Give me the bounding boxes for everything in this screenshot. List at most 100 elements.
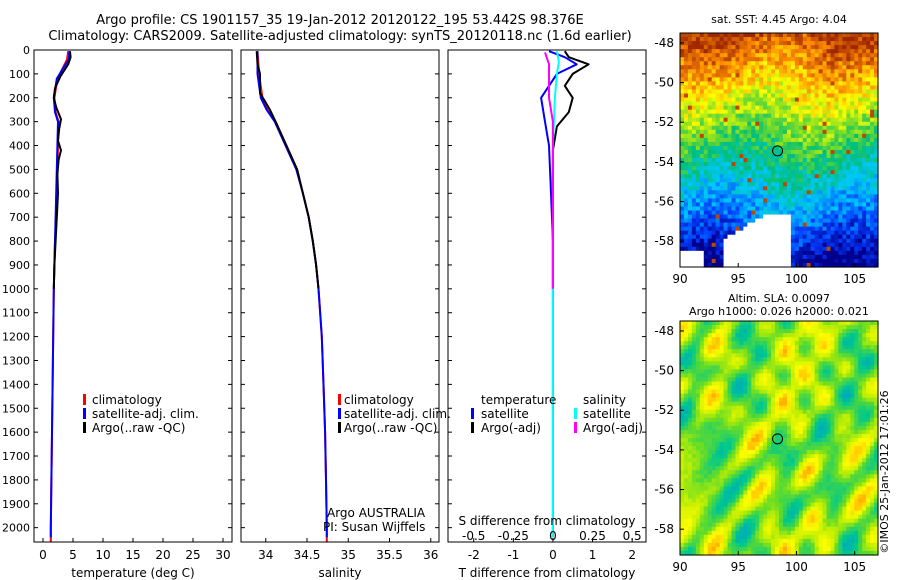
map-cell (735, 373, 740, 379)
map-cell (683, 357, 689, 362)
map-cell (771, 349, 776, 354)
map-cell (838, 389, 843, 395)
map-cell (719, 385, 725, 391)
map-cell (806, 401, 812, 407)
map-cell (703, 246, 709, 252)
map-cell (810, 381, 816, 387)
map-cell (687, 321, 693, 326)
map-cell (870, 81, 875, 87)
map-cell (822, 321, 828, 326)
map-cell (711, 409, 717, 415)
map-cell (782, 202, 788, 208)
map-cell (870, 113, 875, 119)
map-cell (763, 158, 768, 163)
map-cell (743, 442, 748, 447)
map-cell (747, 125, 752, 131)
map-cell (767, 446, 772, 451)
map-cell (759, 353, 764, 358)
map-cell (806, 170, 812, 175)
map-cell (731, 129, 737, 135)
map-cell (691, 234, 697, 240)
map-cell (858, 250, 863, 256)
map-cell (790, 226, 796, 232)
difference-series (540, 50, 590, 538)
map-cell (763, 393, 768, 399)
map-cell (711, 442, 717, 447)
map-cell (751, 454, 756, 459)
map-cell (782, 190, 788, 195)
map-cell (862, 389, 867, 395)
map-cell (862, 258, 867, 264)
map-cell (798, 238, 804, 244)
map-cell (747, 429, 752, 435)
map-cell (743, 341, 748, 346)
map-cell (874, 166, 879, 171)
map-cell (779, 137, 784, 143)
map-cell (731, 206, 737, 212)
map-cell (826, 105, 832, 111)
map-cell (874, 345, 879, 350)
map-cell (743, 446, 748, 451)
map-cell (775, 446, 780, 451)
legend-swatch-satellite (83, 408, 86, 419)
map-cell (782, 401, 788, 407)
map-cell (798, 425, 804, 431)
depth-tick-label: 400 (9, 140, 30, 153)
map-cell (834, 141, 839, 147)
map-cell (802, 361, 808, 366)
map-cell (739, 369, 744, 375)
map-cell (850, 357, 855, 362)
map-cell (802, 186, 808, 191)
map-cell (786, 105, 792, 111)
map-cell (747, 454, 752, 459)
map-cell (834, 262, 839, 268)
x-tick-label: 30 (215, 548, 230, 562)
map-cell (695, 409, 701, 415)
map-cell (747, 202, 752, 208)
map-cell (866, 413, 871, 419)
map-cell (739, 450, 744, 455)
map-cell (751, 389, 756, 395)
map-cell (707, 37, 713, 42)
map-cell (747, 158, 752, 163)
map-cell (874, 186, 879, 191)
map-cell (723, 373, 729, 379)
map-cell (846, 250, 851, 256)
map-cell (786, 49, 792, 54)
map-cell (707, 129, 713, 135)
map-cell (818, 349, 824, 354)
map-cell (834, 101, 839, 107)
map-cell (806, 242, 812, 248)
map-cell (818, 97, 824, 103)
map-cell (790, 121, 796, 127)
map-cell (751, 125, 756, 131)
map-cell (862, 41, 867, 46)
map-cell (814, 417, 820, 423)
map-cell (763, 433, 768, 439)
map-cell (683, 454, 689, 459)
map-cell (858, 97, 863, 103)
map-cell (691, 137, 697, 143)
map-cell (830, 141, 836, 147)
map-cell (846, 454, 851, 459)
map-cell (695, 61, 701, 66)
map-cell (707, 345, 713, 350)
map-cell (731, 226, 737, 232)
map-cell (794, 357, 800, 362)
map-cell (755, 397, 760, 403)
sst-map-ticks: 90 95 100 105-48-50-52-54-56-58 (654, 36, 866, 286)
map-cell (794, 337, 800, 342)
map-cell (866, 246, 871, 252)
map-cell (719, 101, 725, 107)
map-cell (727, 425, 733, 431)
series-line-temperature-argo-adj (551, 50, 590, 289)
map-cell (727, 341, 733, 346)
map-cell (699, 81, 705, 87)
map-cell (798, 321, 804, 326)
map-cell (771, 450, 776, 455)
latitude-label: -48 (654, 36, 674, 50)
map-cell (763, 429, 768, 435)
map-cell (755, 49, 760, 54)
map-cell (798, 458, 804, 463)
map-cell (854, 442, 859, 447)
